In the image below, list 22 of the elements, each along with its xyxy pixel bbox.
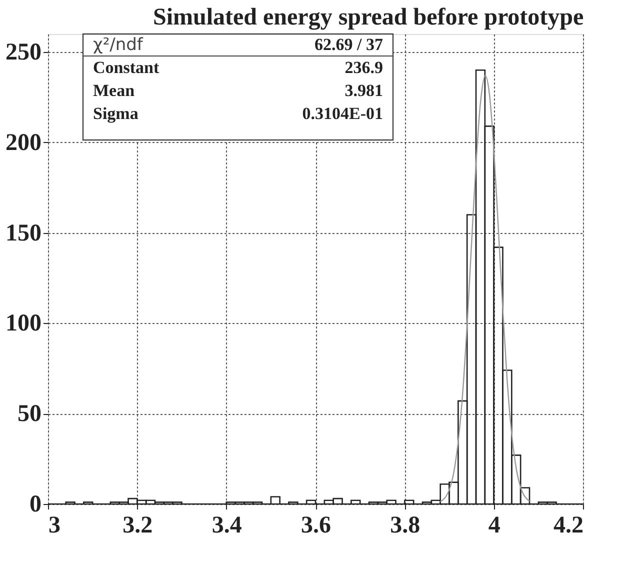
y-tick-label: 0: [30, 492, 42, 518]
x-tick-label: 3.8: [390, 512, 420, 538]
annotation: Sigma: [93, 104, 139, 123]
annotation: χ²/ndf: [93, 35, 144, 55]
x-tick-label: 3.6: [301, 512, 331, 538]
annotation: 236.9: [344, 58, 383, 77]
x-tick-label: 4: [488, 512, 500, 538]
y-tick-label: 200: [6, 130, 42, 156]
chart-title: Simulated energy spread before prototype: [153, 4, 584, 30]
y-tick-label: 50: [18, 401, 42, 428]
annotation: 62.69 / 37: [314, 35, 384, 54]
x-tick-label: 3: [48, 512, 60, 538]
x-tick-label: 4.2: [554, 512, 584, 538]
annotation: Constant: [93, 58, 160, 77]
x-tick-label: 3.4: [212, 512, 242, 538]
annotation: Mean: [93, 81, 136, 100]
annotation: 3.981: [344, 81, 383, 100]
y-tick-label: 150: [6, 220, 42, 246]
y-tick-label: 250: [6, 40, 42, 66]
y-tick-label: 100: [6, 310, 42, 337]
x-tick-label: 3.2: [122, 512, 153, 538]
annotation: 0.3104E-01: [302, 104, 383, 123]
